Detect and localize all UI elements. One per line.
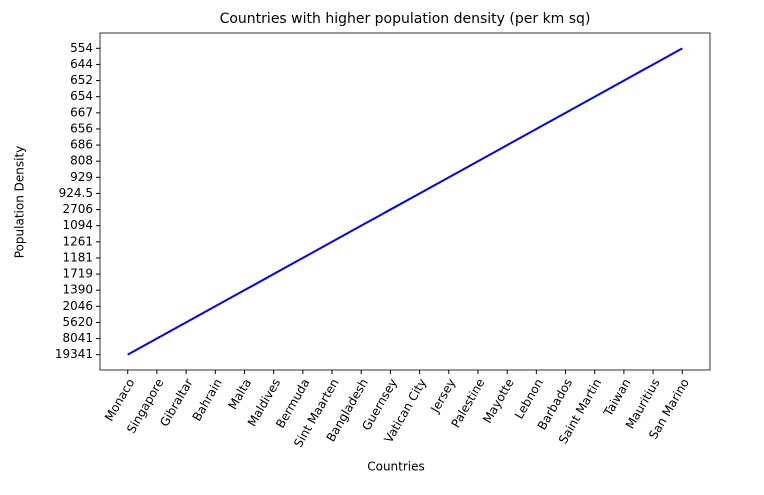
y-tick-label: 2706 [62,202,93,216]
y-tick-label: 929 [70,170,93,184]
y-tick-label: 1390 [62,283,93,297]
x-tick-label: Malta [225,376,254,412]
y-tick-label: 808 [70,154,93,168]
y-tick-label: 924.5 [59,186,93,200]
y-tick-label: 644 [70,57,93,71]
y-tick-label: 5620 [62,315,93,329]
y-tick-label: 656 [70,121,93,135]
x-axis-label: Countries [367,460,425,474]
y-tick-label: 19341 [55,347,93,361]
y-tick-label: 1719 [62,267,93,281]
y-tick-label: 554 [70,41,93,55]
y-tick-label: 1261 [62,234,93,248]
y-tick-label: 1181 [62,250,93,264]
chart-title: Countries with higher population density… [220,11,591,27]
line [127,47,683,356]
y-axis-label: Population Density [13,146,27,258]
y-tick-label: 654 [70,89,93,103]
y-tick-label: 8041 [62,331,93,345]
y-tick-label: 667 [70,105,93,119]
plot-frame [99,32,711,371]
y-tick-label: 1094 [62,218,93,232]
y-tick-label: 686 [70,138,93,152]
y-tick-label: 652 [70,73,93,87]
y-tick-label: 2046 [62,299,93,313]
x-tick-label: Jersey [427,376,458,416]
